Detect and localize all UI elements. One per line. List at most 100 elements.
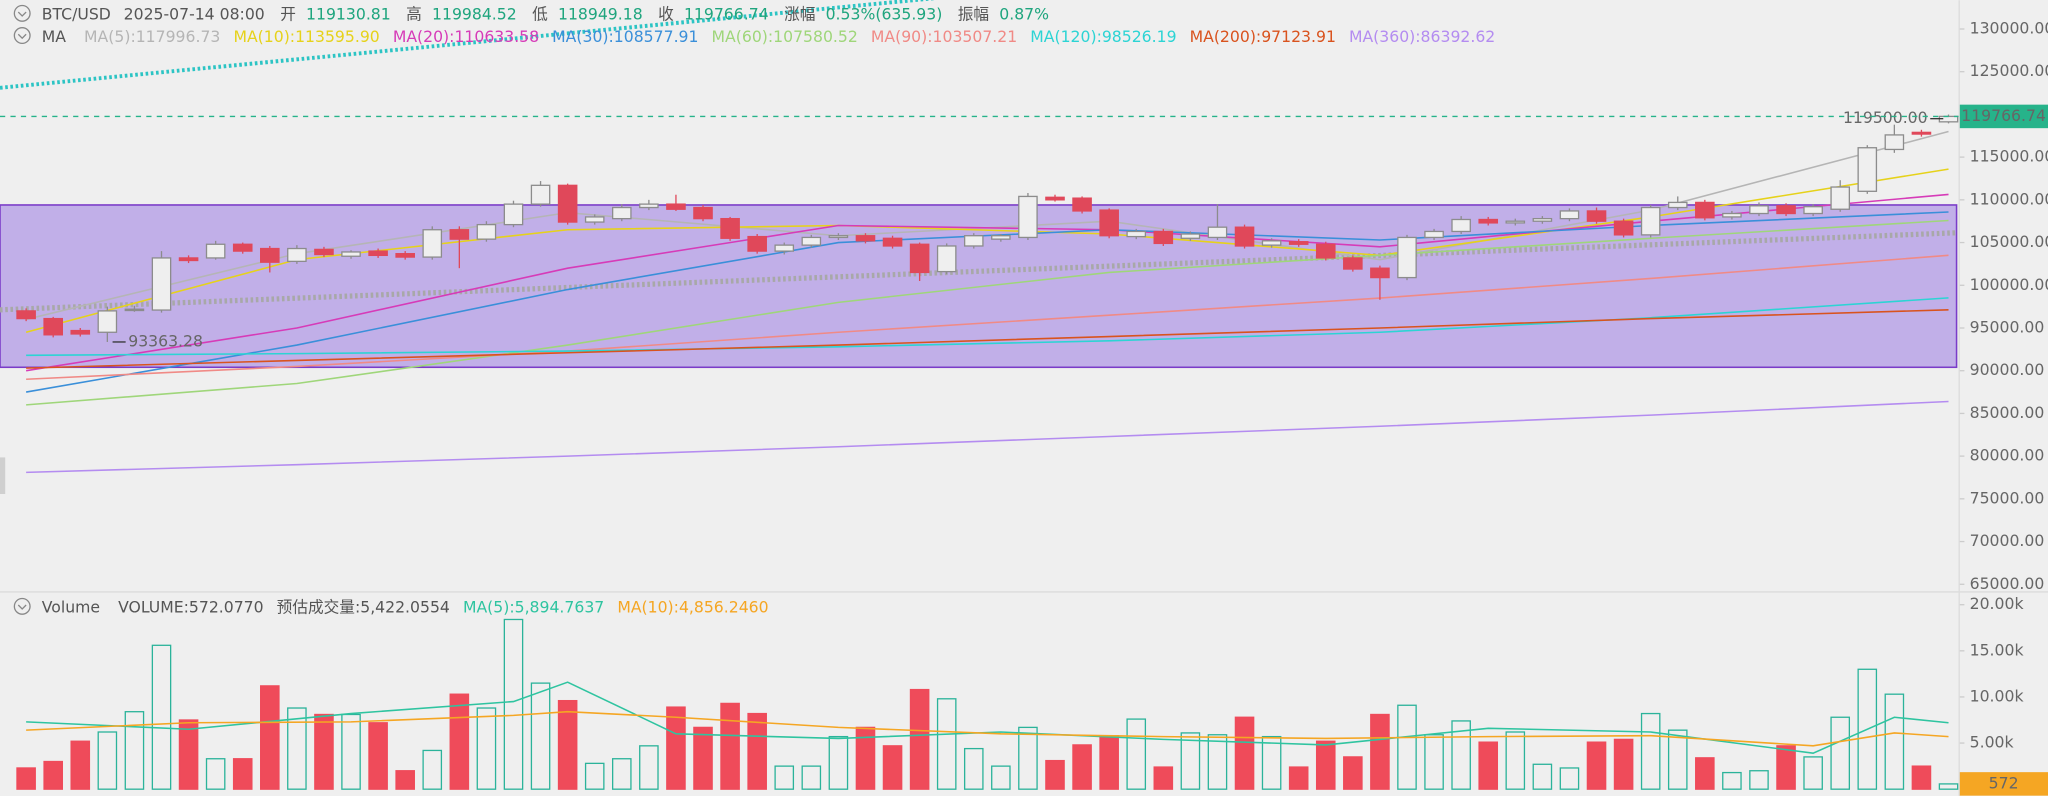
volume-bar [639,745,659,790]
legend-entry: MA(10):4,856.2460 [617,597,768,616]
candle-body [1532,217,1553,222]
side-handle[interactable] [0,457,6,494]
candle-body [178,257,199,262]
ma-line [26,681,1949,755]
collapse-icon[interactable] [13,4,31,22]
candle-body [1830,186,1851,210]
ma-line [26,193,1949,372]
candle-body [1072,197,1092,212]
y-tick-label: 95000.00 [1970,317,2045,336]
volume-bar [1749,770,1769,790]
volume-bar [1532,763,1553,790]
candle-body [1640,206,1661,236]
volume-bar [1261,735,1282,790]
volume-bar [774,765,795,790]
candle-body [1180,233,1201,239]
symbol: BTC/USD [42,4,111,23]
candle-body [422,229,443,258]
candle-body [124,308,145,312]
volume-bar [584,762,605,790]
volume-bar [557,699,578,790]
volume-bar [1586,741,1607,790]
candle-body [774,244,795,252]
candle-body [611,206,632,220]
volume-bar [503,618,524,790]
volume-bar [43,760,63,790]
last-price-label: 119766.74 [1961,106,2046,125]
collapse-icon[interactable] [13,597,31,615]
y-tick-label: 125000.00 [1970,61,2048,80]
candle-body [828,235,849,239]
volume-bar [1315,740,1336,790]
candle-body [205,243,226,259]
collapse-icon[interactable] [13,27,31,45]
value: 119984.52 [432,4,517,23]
candle-body [449,229,470,240]
candle-body [991,235,1011,240]
volume-bar [16,767,36,790]
value: 119130.81 [306,4,391,23]
candle-body [1207,226,1228,239]
candle-body [1613,220,1634,236]
volume-bar [1722,771,1742,790]
legend-entry: MA(30):108577.91 [552,26,698,45]
candle-body [1911,131,1932,135]
candle-body [395,253,415,258]
y-tick-label: 80000.00 [1970,446,2045,465]
y-tick-label: 100000.00 [1970,275,2048,294]
collapse-icon [17,604,27,610]
value: 118949.18 [558,4,643,23]
candle-body [1153,230,1174,245]
volume-bar [476,707,497,790]
candle-body [557,184,578,223]
volume-bar [395,770,415,790]
value: 119766.74 [684,4,769,23]
y-tick-label: 115000.00 [1970,147,2048,166]
volume-bar [720,702,740,790]
volume-bar [1099,735,1119,790]
last-price-tag [1959,104,2048,129]
candle-body [747,235,767,252]
legend-entry: MA(10):113595.90 [233,26,379,45]
volume-legend: Volume VOLUME:572.0770 预估成交量:5,422.0554 MA… [42,597,769,616]
time: 2025-07-14 08:00 [124,4,265,23]
volume-bar [828,735,849,790]
candle-body [1695,201,1715,219]
candle-body [287,247,307,263]
legend-entry: MA(90):103507.21 [871,26,1017,45]
ma-line [26,309,1949,369]
label: 高 [406,4,422,23]
candle-body [260,247,280,263]
label: 低 [532,4,548,23]
y-tick-label: 105000.00 [1970,232,2048,251]
volume-bar [1667,729,1688,790]
collapse-icon [17,33,27,40]
y-tick-label: 65000.00 [1970,574,2045,593]
volume-bar [341,713,361,790]
candle-body [584,216,605,223]
volume-bar [855,726,876,790]
volume-bar [530,682,551,790]
y-tick-label: 130000.00 [1970,18,2048,37]
candle-body [503,203,524,226]
volume-bar [1207,734,1228,790]
candle-body [720,217,740,239]
candle-body [801,236,822,246]
legend-entry: MA(360):86392.62 [1349,26,1495,45]
volume-bar [97,731,118,790]
volume-bar [1613,738,1634,790]
volume-bar [1424,734,1444,790]
candle-body [1857,147,1878,192]
candle-body [1722,212,1742,218]
legend-label: VOLUME:572.0770 [118,597,264,616]
volume-bar [1072,744,1092,790]
ma-line [26,400,1949,474]
legend-entry: MA(120):98526.19 [1030,26,1176,45]
volume-bar [1938,783,1959,790]
volume-bar [666,706,686,790]
last-volume-tag [1959,772,2048,796]
candle-body [476,223,497,240]
volume-bar [1153,766,1174,790]
volume-bar [1478,741,1499,790]
trend-line [0,0,937,90]
